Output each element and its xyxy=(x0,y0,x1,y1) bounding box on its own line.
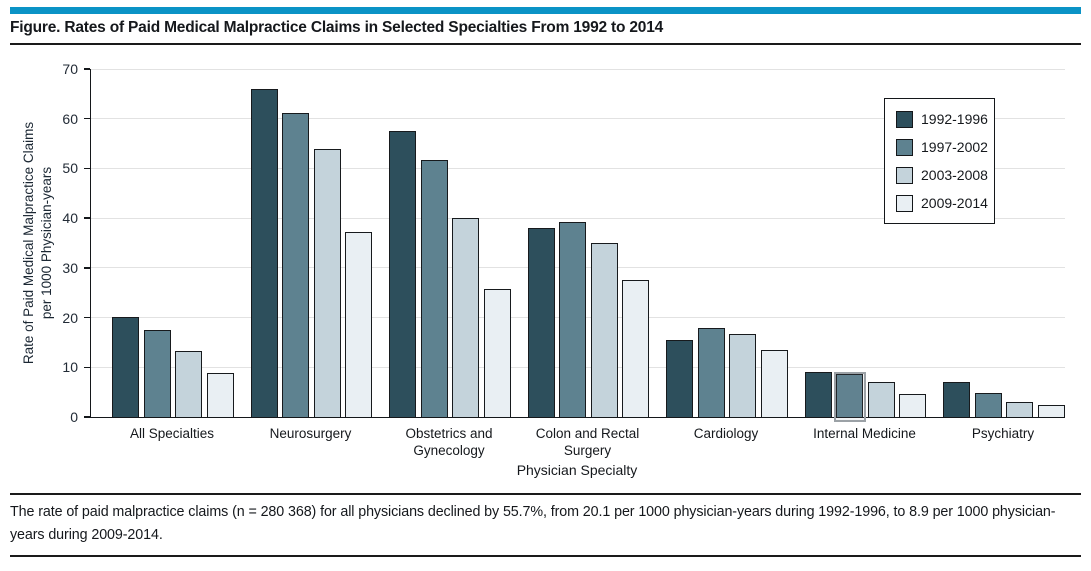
bar-2003-2008-all-specialties xyxy=(175,351,203,417)
bar-2003-2008-obstetrics-and-gynecology xyxy=(452,218,480,417)
title-divider xyxy=(10,43,1081,45)
bar-2009-2014-internal-medicine xyxy=(899,394,927,417)
bar-1992-1996-obstetrics-and-gynecology xyxy=(389,131,416,417)
footnote-text: The rate of paid malpractice claims (n =… xyxy=(10,504,1056,543)
bar-1997-2002-obstetrics-and-gynecology xyxy=(420,160,448,417)
bar-1997-2002-colon-and-rectal-surgery xyxy=(559,222,587,417)
bar-2003-2008-internal-medicine xyxy=(867,381,895,417)
category-label-0: All Specialties xyxy=(129,426,215,441)
y-tick-mark-0 xyxy=(83,416,90,418)
y-axis-label-line1: Rate of Paid Medical Malpractice Claims xyxy=(20,121,36,365)
bar-1997-2002-psychiatry xyxy=(974,392,1002,417)
legend-swatch-1997-2002 xyxy=(896,138,913,156)
bar-2009-2014-neurosurgery xyxy=(345,232,373,417)
category-label-5: Internal Medicine xyxy=(813,426,916,441)
bar-2009-2014-obstetrics-and-gynecology xyxy=(483,289,511,417)
y-tick-label-0: 0 xyxy=(70,409,78,425)
bar-1997-2002-internal-medicine xyxy=(833,372,866,422)
legend-swatch-2009-2014 xyxy=(896,194,913,212)
legend-label: 1992-1996 xyxy=(921,111,988,127)
bar-group-2 xyxy=(389,69,511,417)
bar-group-6 xyxy=(943,69,1065,417)
bar-1992-1996-cardiology xyxy=(666,339,693,417)
legend-item: 2009-2014 xyxy=(896,189,994,217)
bar-1992-1996-psychiatry xyxy=(943,382,970,417)
bar-1992-1996-neurosurgery xyxy=(250,89,278,417)
bar-group-4 xyxy=(666,69,788,417)
y-axis-label-line2: per 1000 Physician-years xyxy=(39,166,54,320)
legend-label: 2009-2014 xyxy=(921,195,988,211)
plot-area xyxy=(90,68,1065,422)
legend-item: 1997-2002 xyxy=(896,133,994,161)
legend-label: 1997-2002 xyxy=(921,139,988,155)
bar-2009-2014-psychiatry xyxy=(1037,405,1065,417)
bar-group-0 xyxy=(112,69,234,417)
y-tick-label-60: 60 xyxy=(62,110,78,127)
x-axis-label: Physician Specialty xyxy=(516,462,638,478)
bar-1992-1996-internal-medicine xyxy=(804,372,832,417)
category-label-6: Psychiatry xyxy=(971,426,1035,441)
footnote-divider-bottom xyxy=(10,555,1081,557)
footnote-divider-top xyxy=(10,493,1081,495)
bar-1992-1996-colon-and-rectal-surgery xyxy=(527,227,555,417)
bar-1992-1996-all-specialties xyxy=(112,317,139,417)
y-tick-label-40: 40 xyxy=(62,210,78,227)
bar-2009-2014-colon-and-rectal-surgery xyxy=(622,280,650,417)
gridline-50 xyxy=(91,167,1065,169)
bar-2003-2008-cardiology xyxy=(729,334,757,417)
y-tick-mark-10 xyxy=(83,366,90,369)
legend: 1992-1996 1997-2002 2003-2008 2009-2014 xyxy=(884,98,995,224)
legend-swatch-2003-2008 xyxy=(896,166,913,184)
bar-1997-2002-cardiology xyxy=(697,328,725,417)
y-tick-label-10: 10 xyxy=(62,359,78,376)
bar-2009-2014-cardiology xyxy=(760,349,788,417)
y-tick-mark-20 xyxy=(83,316,90,319)
gridline-70 xyxy=(91,68,1065,70)
category-label-2: Obstetrics and Gynecology xyxy=(405,426,493,458)
figure-title: Figure. Rates of Paid Medical Malpractic… xyxy=(10,19,664,36)
bar-2003-2008-neurosurgery xyxy=(313,148,341,417)
y-axis-label: Rate of Paid Medical Malpractice Claims … xyxy=(18,43,58,443)
bar-1997-2002-neurosurgery xyxy=(282,112,310,417)
bar-group-3 xyxy=(527,69,650,417)
bar-group-1 xyxy=(250,69,373,417)
legend-item: 2003-2008 xyxy=(896,161,994,189)
gridline-40 xyxy=(91,217,1065,219)
category-label-4: Cardiology xyxy=(693,426,759,441)
y-tick-mark-70 xyxy=(83,68,90,70)
y-tick-mark-40 xyxy=(83,217,90,219)
bar-1997-2002-all-specialties xyxy=(143,330,171,417)
legend-swatch-1992-1996 xyxy=(896,110,913,128)
bar-2003-2008-colon-and-rectal-surgery xyxy=(590,243,618,417)
category-label-1: Neurosurgery xyxy=(269,426,352,441)
bar-highlight-box xyxy=(833,372,866,422)
accent-bar xyxy=(10,7,1081,14)
bar-chart: Rate of Paid Medical Malpractice Claims … xyxy=(0,52,1091,482)
y-tick-label-50: 50 xyxy=(62,160,78,177)
bar-2003-2008-psychiatry xyxy=(1006,401,1034,417)
y-tick-mark-50 xyxy=(83,167,90,170)
category-label-3: Colon and Rectal Surgery xyxy=(535,426,640,458)
y-tick-label-20: 20 xyxy=(62,309,78,326)
y-tick-label-30: 30 xyxy=(62,259,78,276)
y-tick-label-70: 70 xyxy=(62,61,78,77)
legend-item: 1992-1996 xyxy=(896,105,994,133)
gridline-60 xyxy=(91,118,1065,120)
legend-label: 2003-2008 xyxy=(921,167,988,183)
bar-2009-2014-all-specialties xyxy=(206,372,234,417)
y-tick-mark-30 xyxy=(83,267,90,269)
y-tick-mark-60 xyxy=(83,117,90,120)
